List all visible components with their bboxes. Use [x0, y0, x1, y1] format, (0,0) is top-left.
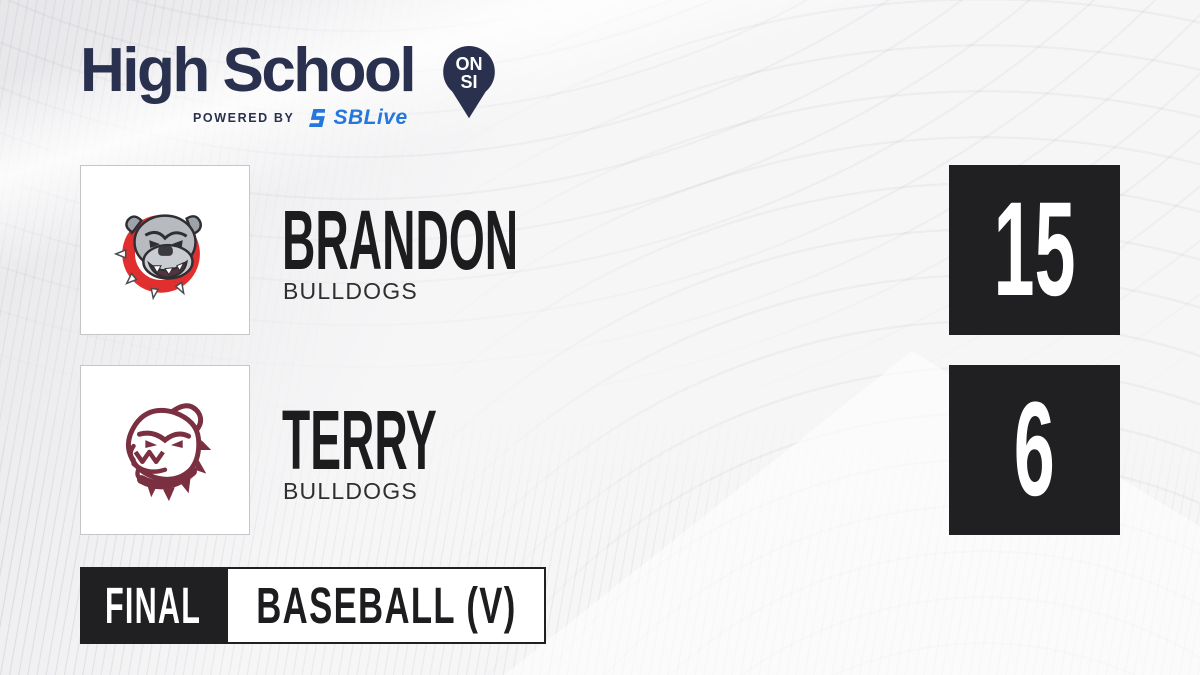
on-si-pin-icon: ON SI	[443, 46, 495, 119]
bulldog-maroon-outline-icon	[125, 403, 212, 502]
score-box: 15	[949, 165, 1120, 335]
team-mascot: BULLDOGS	[283, 478, 418, 504]
sblive-icon	[309, 108, 326, 128]
score-box: 6	[949, 365, 1120, 535]
score-value: 6	[1014, 375, 1055, 524]
status-badge: FINAL	[80, 567, 226, 644]
event-badge: BASEBALL (V)	[226, 567, 546, 644]
team-name: TERRY	[282, 393, 437, 487]
team-mascot: BULLDOGS	[283, 278, 418, 304]
pin-line-2: SI	[460, 72, 477, 92]
status-label: FINAL	[104, 577, 202, 634]
team-logo-box	[80, 165, 250, 335]
brand-title: High School	[80, 36, 417, 105]
score-value: 15	[993, 175, 1076, 324]
team-logo-box	[80, 365, 250, 535]
powered-by-label: POWERED BY	[193, 111, 295, 125]
team-name: BRANDON	[282, 193, 519, 287]
bulldog-red-collar-icon	[113, 214, 202, 301]
pin-line-1: ON	[455, 54, 482, 74]
powered-by-row: POWERED BY SBLive	[193, 106, 408, 130]
sblive-wordmark: SBLive	[333, 106, 408, 129]
event-label: BASEBALL (V)	[255, 577, 517, 634]
